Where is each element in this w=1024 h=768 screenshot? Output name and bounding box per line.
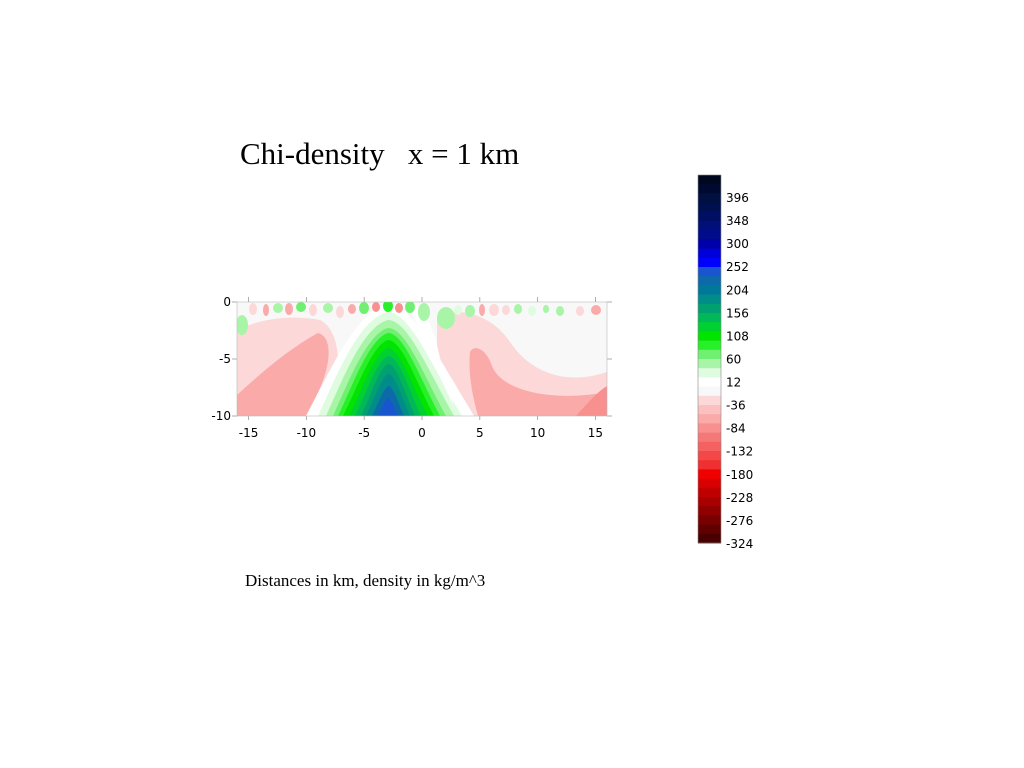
colorbar-label: 396 — [726, 191, 749, 205]
colorbar-label: 348 — [726, 214, 749, 228]
heatmap-area — [237, 302, 607, 416]
y-tick-label: -5 — [219, 352, 231, 366]
colorbar-swatch — [698, 285, 721, 296]
colorbar-swatch — [698, 340, 721, 351]
negative-region-left-inner — [237, 333, 329, 416]
colorbar-swatch — [698, 202, 721, 213]
colorbar-swatch — [698, 506, 721, 516]
colorbar-swatch — [698, 386, 721, 397]
colorbar-label: 204 — [726, 283, 749, 297]
colorbar-frame — [697, 174, 722, 544]
x-tick-label: -5 — [358, 426, 370, 440]
colorbar-swatch — [698, 441, 721, 452]
negative-region-right-inner — [469, 348, 607, 416]
colorbar-swatch — [698, 432, 721, 443]
colorbar-swatch — [698, 276, 721, 286]
colorbar-swatch — [698, 294, 721, 305]
x-tick-label: -10 — [297, 426, 317, 440]
units-caption: Distances in km, density in kg/m^3 — [245, 571, 486, 590]
colorbar-swatch — [698, 322, 721, 332]
colorbar-swatch — [698, 193, 721, 204]
colorbar-label: -132 — [726, 445, 753, 459]
colorbar-label: -180 — [726, 468, 753, 482]
colorbar-swatch — [698, 303, 721, 314]
colorbar-swatch — [698, 469, 721, 480]
colorbar-swatch — [698, 359, 721, 369]
colorbar-swatch — [698, 313, 721, 323]
colorbar-swatch — [698, 368, 721, 378]
colorbar-swatch — [698, 395, 721, 406]
colorbar-label: -228 — [726, 491, 753, 505]
colorbar-swatch — [698, 451, 721, 461]
x-tick-label: -15 — [239, 426, 259, 440]
colorbar-label: 12 — [726, 376, 741, 390]
colorbar-swatch — [698, 211, 721, 222]
colorbar-label: -36 — [726, 399, 746, 413]
colorbar-swatch — [698, 460, 721, 470]
colorbar-swatch — [698, 487, 721, 498]
colorbar-swatch — [698, 414, 721, 424]
plot-frame — [236, 301, 608, 417]
chart-title: Chi-density x = 1 km — [240, 136, 520, 171]
colorbar-label: -84 — [726, 422, 746, 436]
colorbar-swatch — [698, 533, 721, 544]
x-tick-label: 15 — [588, 426, 603, 440]
y-axis: 0 -5 -10 — [211, 295, 612, 423]
surface-gap-center — [411, 304, 454, 406]
colorbar-label: 252 — [726, 260, 749, 274]
colorbar: 396 348 300 252 204 156 108 60 12 -36 -84 -132 -180 -… — [697, 174, 753, 551]
x-axis: -15 -10 -5 0 5 10 15 — [239, 297, 603, 440]
x-tick-label: 10 — [530, 426, 545, 440]
colorbar-swatch — [698, 405, 721, 415]
colorbar-label: 156 — [726, 306, 749, 320]
surface-blobs — [237, 302, 601, 335]
colorbar-label: 108 — [726, 329, 749, 343]
y-tick-label: 0 — [223, 295, 231, 309]
negative-region-right-corner — [576, 386, 607, 416]
colorbar-swatch — [698, 497, 721, 507]
x-tick-label: 0 — [418, 426, 426, 440]
colorbar-label: 60 — [726, 352, 741, 366]
colorbar-swatch — [698, 524, 721, 535]
y-tick-label: -10 — [211, 409, 231, 423]
x-tick-label: 5 — [476, 426, 484, 440]
colorbar-swatch — [698, 230, 721, 240]
colorbar-label: -276 — [726, 514, 753, 528]
colorbar-swatch — [698, 257, 721, 268]
colorbar-swatch — [698, 267, 721, 277]
colorbar-swatch — [698, 515, 721, 526]
colorbar-swatch — [698, 248, 721, 259]
colorbar-swatch — [698, 478, 721, 489]
colorbar-swatch — [698, 349, 721, 360]
colorbar-swatch — [698, 331, 721, 342]
colorbar-swatch — [698, 377, 721, 388]
positive-contour-540 — [378, 398, 398, 416]
colorbar-swatch — [698, 423, 721, 434]
colorbar-swatch — [698, 184, 721, 194]
colorbar-label: -324 — [726, 537, 753, 551]
colorbar-swatch — [698, 175, 721, 185]
colorbar-swatch — [698, 221, 721, 231]
colorbar-label: 300 — [726, 237, 749, 251]
colorbar-swatch — [698, 239, 721, 250]
